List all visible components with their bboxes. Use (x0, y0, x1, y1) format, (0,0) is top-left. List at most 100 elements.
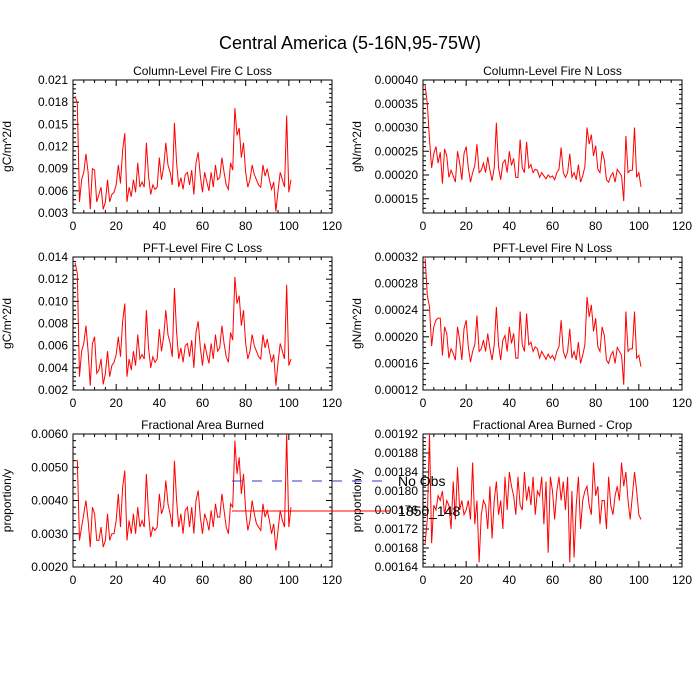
y-tick-label: 0.00168 (375, 541, 419, 555)
panel-title: PFT-Level Fire C Loss (143, 241, 262, 255)
chart-panel: PFT-Level Fire C Loss 0 20 40 60 80 100 120 0.00… (0, 241, 342, 410)
plot-frame (72, 79, 333, 214)
panel-title: Fractional Area Burned - Crop (473, 418, 633, 432)
x-tick-label: 0 (420, 219, 427, 233)
y-tick-label: 0.021 (38, 73, 68, 87)
x-tick-label: 0 (70, 219, 77, 233)
y-tick-label: 0.00024 (375, 303, 419, 317)
x-tick-label: 0 (420, 573, 427, 587)
x-tick-label: 40 (503, 219, 517, 233)
y-axis-label: proportion/y (0, 469, 14, 532)
chart-panel: Fractional Area Burned - Crop 0 20 40 60 80 10… (350, 418, 692, 587)
x-tick-label: 120 (322, 573, 342, 587)
x-tick-label: 20 (109, 219, 123, 233)
plot-frame (72, 433, 333, 568)
chart-panel: Column-Level Fire N Loss 0 20 40 60 80 100 120 0… (350, 64, 692, 233)
y-tick-label: 0.00184 (375, 465, 419, 479)
y-tick-label: 0.008 (38, 317, 68, 331)
y-tick-label: 0.009 (38, 162, 68, 176)
y-tick-label: 0.018 (38, 95, 68, 109)
x-tick-label: 120 (322, 396, 342, 410)
chart-panel: PFT-Level Fire N Loss 0 20 40 60 80 100 120 0.00… (350, 241, 692, 410)
series-line-1850-148 (424, 258, 642, 385)
legend: No Obs 1850_148 (232, 473, 461, 519)
y-tick-label: 0.00020 (375, 330, 419, 344)
x-tick-label: 100 (279, 573, 299, 587)
figure-title: Central America (5-16N,95-75W) (219, 33, 481, 53)
x-tick-label: 120 (322, 219, 342, 233)
y-tick-label: 0.00015 (375, 192, 419, 206)
y-axis-label: proportion/y (350, 469, 364, 532)
x-tick-label: 100 (629, 396, 649, 410)
x-tick-label: 100 (279, 396, 299, 410)
panel-title: Fractional Area Burned (141, 418, 264, 432)
plot-frame (422, 79, 683, 214)
x-tick-label: 60 (546, 573, 560, 587)
y-tick-label: 0.0060 (31, 427, 68, 441)
series-line-1850-148 (424, 85, 642, 202)
plot-frame (72, 256, 333, 391)
y-tick-label: 0.00020 (375, 168, 419, 182)
y-axis-label: gC/m^2/d (0, 121, 14, 172)
y-axis-label: gC/m^2/d (0, 298, 14, 349)
y-axis-label: gN/m^2/d (350, 298, 364, 349)
x-tick-label: 0 (420, 396, 427, 410)
x-tick-label: 20 (459, 219, 473, 233)
y-tick-label: 0.010 (38, 294, 68, 308)
legend-label-model: 1850_148 (398, 503, 461, 519)
x-tick-label: 60 (196, 219, 210, 233)
panel-title: PFT-Level Fire N Loss (493, 241, 612, 255)
x-tick-label: 0 (70, 573, 77, 587)
y-tick-label: 0.00028 (375, 277, 419, 291)
series-line-1850-148 (75, 433, 292, 551)
x-tick-label: 40 (503, 573, 517, 587)
x-tick-label: 80 (589, 573, 603, 587)
y-tick-label: 0.0050 (31, 460, 68, 474)
x-tick-label: 80 (589, 219, 603, 233)
x-tick-label: 100 (279, 219, 299, 233)
y-tick-label: 0.00192 (375, 427, 419, 441)
series-line-1850-148 (74, 262, 292, 386)
x-tick-label: 20 (109, 573, 123, 587)
x-tick-label: 40 (153, 219, 167, 233)
x-tick-label: 80 (589, 396, 603, 410)
x-tick-label: 100 (629, 219, 649, 233)
y-tick-label: 0.00180 (375, 484, 419, 498)
y-tick-label: 0.003 (38, 206, 68, 220)
y-tick-label: 0.012 (38, 140, 68, 154)
y-tick-label: 0.004 (38, 361, 68, 375)
y-tick-label: 0.0020 (31, 560, 68, 574)
panel-title: Column-Level Fire N Loss (483, 64, 622, 78)
x-tick-label: 120 (672, 573, 692, 587)
y-tick-label: 0.00032 (375, 250, 419, 264)
y-tick-label: 0.00188 (375, 446, 419, 460)
y-tick-label: 0.00164 (375, 560, 419, 574)
y-tick-label: 0.012 (38, 272, 68, 286)
legend-label-no-obs: No Obs (398, 473, 445, 489)
x-tick-label: 60 (196, 396, 210, 410)
x-tick-label: 120 (672, 396, 692, 410)
y-tick-label: 0.00012 (375, 383, 419, 397)
y-tick-label: 0.00016 (375, 356, 419, 370)
y-tick-label: 0.00176 (375, 503, 419, 517)
x-tick-label: 120 (672, 219, 692, 233)
y-tick-label: 0.00040 (375, 73, 419, 87)
y-tick-label: 0.0040 (31, 494, 68, 508)
x-tick-label: 20 (459, 396, 473, 410)
y-tick-label: 0.014 (38, 250, 68, 264)
y-tick-label: 0.00025 (375, 144, 419, 158)
x-tick-label: 40 (153, 573, 167, 587)
x-tick-label: 60 (546, 219, 560, 233)
panel-title: Column-Level Fire C Loss (133, 64, 272, 78)
x-tick-label: 40 (503, 396, 517, 410)
y-tick-label: 0.006 (38, 184, 68, 198)
chart-panel: Column-Level Fire C Loss 0 20 40 60 80 100 120 0… (0, 64, 342, 233)
series-line-1850-148 (424, 433, 642, 563)
y-tick-label: 0.006 (38, 339, 68, 353)
y-tick-label: 0.015 (38, 117, 68, 131)
x-tick-label: 80 (239, 396, 253, 410)
y-tick-label: 0.00030 (375, 121, 419, 135)
series-line-1850-148 (74, 96, 292, 212)
y-tick-label: 0.00172 (375, 522, 419, 536)
